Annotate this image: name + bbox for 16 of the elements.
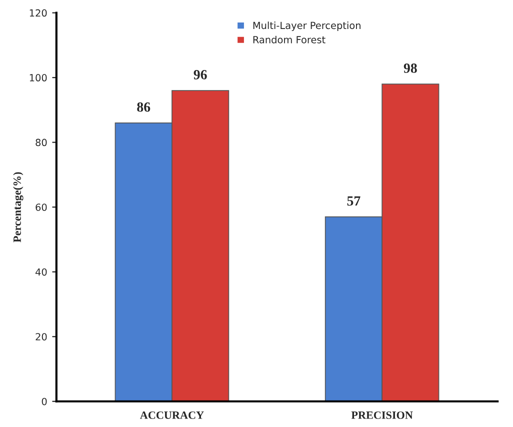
- x-tick-label: PRECISION: [351, 411, 413, 419]
- y-tick-label: 60: [36, 204, 47, 211]
- y-tick-label: 20: [36, 333, 47, 340]
- legend-label: Multi-Layer Perception: [253, 22, 360, 31]
- x-tick-label: ACCURACY: [140, 411, 204, 419]
- legend-label: Random Forest: [253, 36, 326, 44]
- y-axis-title: Percentage(%): [13, 172, 24, 242]
- y-tick-label: 100: [30, 74, 47, 82]
- data-label: 96: [194, 70, 207, 80]
- y-tick-label: 120: [30, 9, 47, 17]
- y-tick-label: 0: [42, 398, 47, 406]
- data-label: 57: [347, 196, 360, 206]
- y-tick-label: 80: [36, 138, 47, 146]
- data-label: 86: [137, 102, 150, 112]
- y-tick-label: 40: [36, 268, 47, 276]
- data-label: 98: [404, 64, 417, 73]
